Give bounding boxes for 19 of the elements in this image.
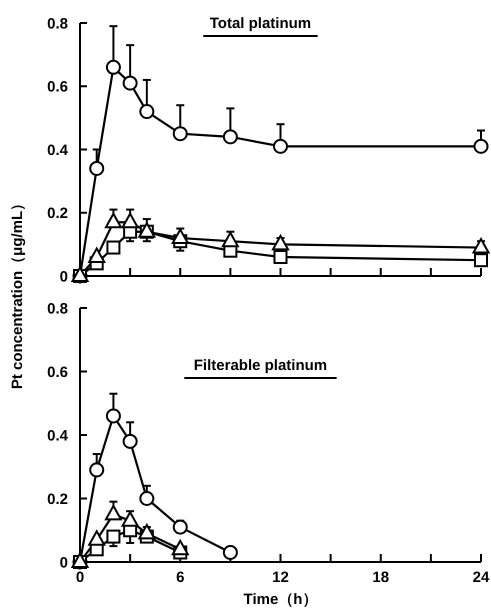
y-tick-label: 0.8 [47, 300, 68, 318]
y-tick-label: 0.4 [47, 427, 69, 444]
y-tick-label: 0 [60, 268, 68, 286]
x-tick-label: 12 [272, 569, 289, 586]
text: Filterable platinum [194, 357, 328, 374]
y-tick-label: 0.6 [47, 364, 68, 381]
x-tick-label: 0 [76, 569, 84, 586]
y-tick-label: 0.2 [47, 490, 68, 508]
y-tick-label: 0.6 [47, 78, 68, 96]
y-tick-label: 0.2 [47, 205, 68, 222]
y-tick-label: 0.8 [47, 15, 68, 32]
y-tick-label: 0.4 [47, 142, 69, 159]
y-tick-label: 0 [60, 554, 68, 572]
chart-title: Total platinum [210, 15, 312, 32]
x-axis-title: Time（h） [244, 591, 318, 608]
x-tick-label: 24 [472, 569, 490, 586]
x-tick-label: 6 [176, 569, 184, 586]
y-axis-title: Pt concentration（μg/mL） [9, 196, 26, 390]
x-tick-label: 18 [372, 569, 390, 586]
